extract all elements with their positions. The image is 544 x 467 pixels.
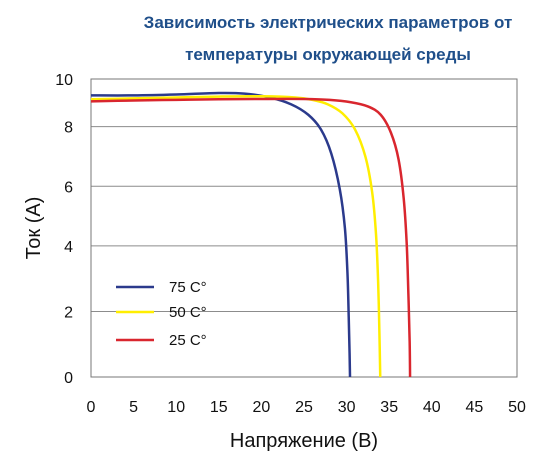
- x-axis-label: Напряжение (В): [230, 430, 378, 452]
- plot-frame: [90, 78, 518, 378]
- x-tick-label: 50: [508, 399, 526, 416]
- x-tick-label: 35: [380, 399, 398, 416]
- legend-label-2: 25 C°: [169, 332, 207, 349]
- series-line-0: [90, 91, 352, 378]
- chart-title-line-1: Зависимость электрических параметров от: [144, 13, 513, 32]
- y-tick-label: 10: [55, 72, 73, 89]
- y-tick-label: 8: [64, 120, 73, 137]
- legend-label-1: 50 C°: [169, 304, 207, 321]
- x-tick-label: 45: [466, 399, 484, 416]
- y-tick-label: 4: [64, 239, 73, 256]
- x-tick-label: 25: [295, 399, 313, 416]
- grid-layer: [91, 126, 517, 312]
- legend-label-0: 75 C°: [169, 279, 207, 296]
- chart-title: Зависимость электрических параметров от …: [144, 13, 513, 64]
- x-tick-label: 30: [338, 399, 356, 416]
- x-tick-label: 0: [87, 399, 96, 416]
- x-tick-label: 5: [129, 399, 138, 416]
- series-line-1: [90, 94, 382, 378]
- x-axis-ticks: 0 5 10 15 20 25 30 35 40 45 50: [87, 399, 526, 416]
- series-line-2: [90, 97, 412, 378]
- y-tick-label: 0: [64, 370, 73, 387]
- y-tick-label: 2: [64, 304, 73, 321]
- x-tick-label: 15: [210, 399, 228, 416]
- y-axis-ticks: 0 2 4 6 8 10: [55, 72, 73, 387]
- y-axis-label: Ток (А): [23, 197, 45, 260]
- chart-title-line-2: температуры окружающей среды: [185, 45, 471, 64]
- x-tick-label: 40: [423, 399, 441, 416]
- series-layer: [90, 91, 412, 378]
- x-tick-label: 10: [167, 399, 185, 416]
- y-tick-label: 6: [64, 179, 73, 196]
- x-tick-label: 20: [253, 399, 271, 416]
- legend: 75 C° 50 C° 25 C°: [116, 279, 207, 349]
